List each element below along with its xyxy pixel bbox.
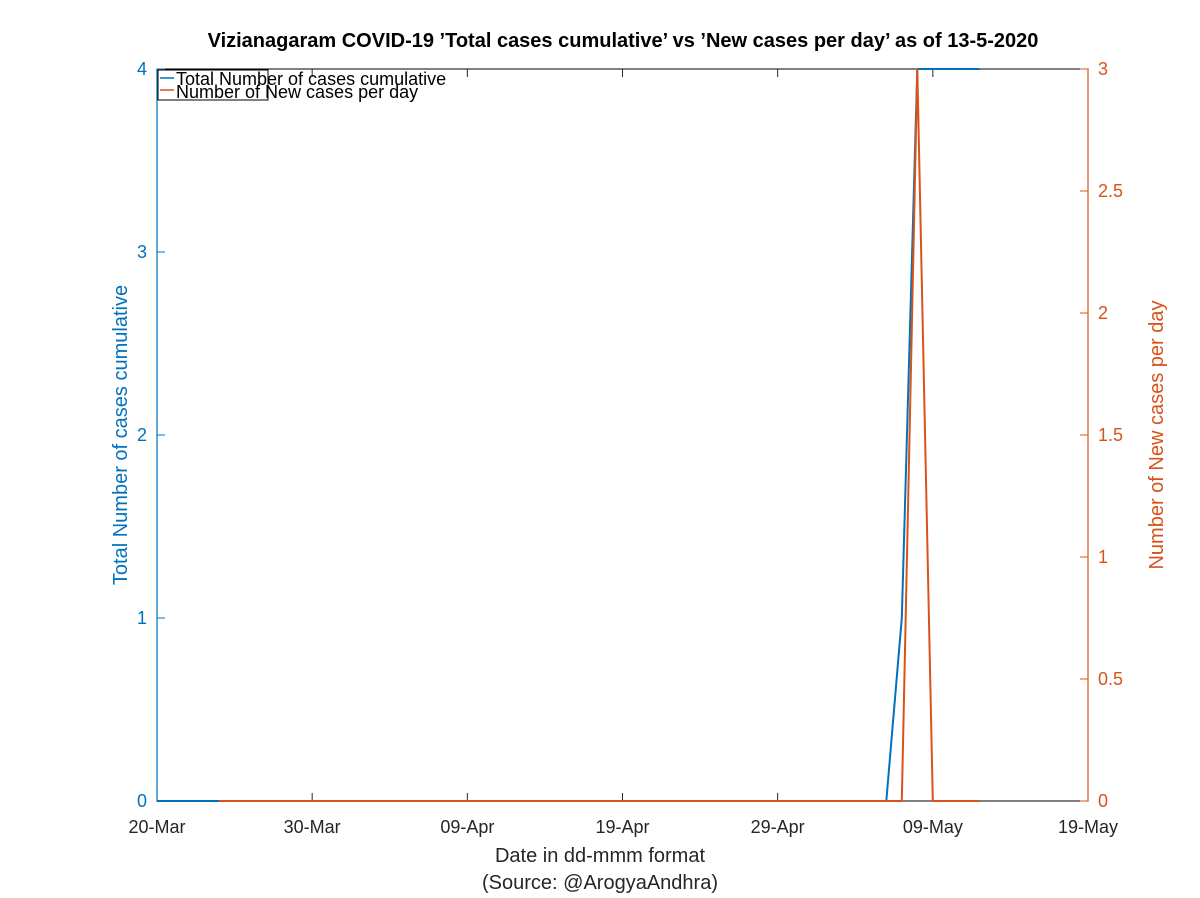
y-left-tick-label: 4 <box>137 59 147 79</box>
y-right-tick-label: 0 <box>1098 791 1108 811</box>
y-axis-right-label: Number of New cases per day <box>1146 300 1168 569</box>
y-left-tick-label: 1 <box>137 608 147 628</box>
y-left-tick-label: 3 <box>137 242 147 262</box>
series-line-cumulative <box>157 68 980 802</box>
x-axis-source: (Source: @ArogyaAndhra) <box>482 872 718 894</box>
y-right-tick-label: 1 <box>1098 547 1108 567</box>
y-right-tick-label: 2 <box>1098 303 1108 323</box>
y-left-tick-label: 0 <box>137 791 147 811</box>
y-right-tick-label: 2.5 <box>1098 181 1123 201</box>
series-line-new-cases <box>219 68 980 802</box>
x-axis-label: Date in dd-mmm format <box>495 845 705 867</box>
x-tick-label: 09-May <box>903 817 963 837</box>
y-left-tick-label: 2 <box>137 425 147 445</box>
legend: Total Number of cases cumulative Number … <box>157 69 446 102</box>
x-tick-label: 19-May <box>1058 817 1118 837</box>
legend-label-new-cases: Number of New cases per day <box>176 82 418 102</box>
x-tick-label: 20-Mar <box>128 817 185 837</box>
y-axis-right: 0 0.5 1 1.5 2 2.5 3 <box>1080 59 1123 811</box>
x-tick-label: 30-Mar <box>284 817 341 837</box>
chart-title: Vizianagaram COVID-19 ’Total cases cumul… <box>208 30 1039 52</box>
y-axis-left: 0 1 2 3 4 <box>137 59 165 811</box>
y-axis-left-label: Total Number of cases cumulative <box>110 285 132 585</box>
legend-box <box>157 69 269 101</box>
y-right-tick-label: 0.5 <box>1098 669 1123 689</box>
y-right-tick-label: 3 <box>1098 59 1108 79</box>
x-tick-label: 19-Apr <box>595 817 649 837</box>
x-tick-label: 29-Apr <box>751 817 805 837</box>
legend-label-cumulative: Total Number of cases cumulative <box>176 69 446 89</box>
x-axis: 20-Mar 30-Mar 09-Apr 19-Apr 29-Apr 09-May 19-M… <box>128 69 1118 837</box>
plot-area <box>156 68 1089 802</box>
series-layer <box>157 68 980 802</box>
y-right-tick-label: 1.5 <box>1098 425 1123 445</box>
x-tick-label: 09-Apr <box>440 817 494 837</box>
